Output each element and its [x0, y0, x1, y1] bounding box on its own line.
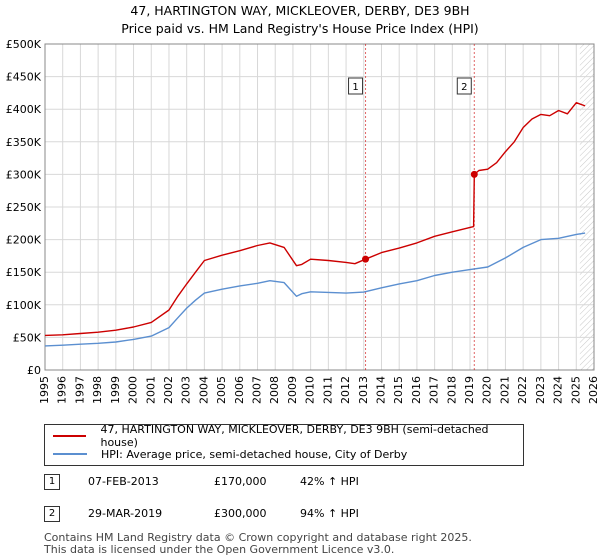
- chart-subtitle: Price paid vs. HM Land Registry's House …: [121, 21, 479, 36]
- sale-hpi-delta: 42% ↑ HPI: [300, 475, 359, 488]
- sale-date: 07-FEB-2013: [88, 475, 159, 488]
- x-tick-label: 2006: [233, 376, 246, 404]
- sale-price: £170,000: [214, 475, 267, 488]
- x-tick-label: 2016: [410, 376, 423, 404]
- legend-item-property: 47, HARTINGTON WAY, MICKLEOVER, DERBY, D…: [53, 423, 523, 449]
- sale-date: 29-MAR-2019: [88, 507, 163, 520]
- x-tick-label: 2013: [357, 376, 370, 404]
- y-tick-label: £400K: [6, 103, 42, 116]
- x-tick-label: 2021: [498, 376, 511, 404]
- x-tick-label: 2009: [286, 376, 299, 404]
- sale-point: [470, 170, 478, 178]
- y-tick-label: £100K: [6, 299, 42, 312]
- legend-item-hpi: HPI: Average price, semi-detached house,…: [53, 446, 407, 462]
- x-tick-label: 2023: [534, 376, 547, 404]
- x-tick-label: 2008: [268, 376, 281, 404]
- x-tick-label: 2004: [197, 376, 210, 404]
- x-tick-label: 2002: [162, 376, 175, 404]
- x-tick-label: 2025: [569, 376, 582, 404]
- sale-label: 2: [461, 82, 467, 93]
- x-tick-label: 1997: [73, 376, 86, 404]
- x-tick-label: 2001: [144, 376, 157, 404]
- footer-licence: This data is licensed under the Open Gov…: [44, 543, 395, 556]
- x-tick-label: 2022: [516, 376, 529, 404]
- legend-swatch-hpi: [53, 453, 87, 455]
- x-tick-label: 2020: [481, 376, 494, 404]
- chart-title: 47, HARTINGTON WAY, MICKLEOVER, DERBY, D…: [130, 3, 470, 18]
- sale-label: 1: [352, 82, 358, 93]
- x-tick-label: 2000: [127, 376, 140, 404]
- sale-price: £300,000: [214, 507, 267, 520]
- plot-border: [44, 43, 595, 371]
- legend: 47, HARTINGTON WAY, MICKLEOVER, DERBY, D…: [44, 423, 524, 466]
- y-tick-label: £200K: [6, 234, 42, 247]
- y-tick-label: £150K: [6, 266, 42, 279]
- x-tick-label: 2005: [215, 376, 228, 404]
- x-tick-label: 2017: [428, 376, 441, 404]
- y-tick-label: £0: [27, 364, 41, 377]
- x-tick-label: 2012: [339, 376, 352, 404]
- series-line-property: [44, 101, 586, 337]
- y-tick-label: £50K: [13, 331, 42, 344]
- x-tick-label: 2026: [587, 376, 600, 404]
- x-tick-label: 1999: [109, 376, 122, 404]
- x-tick-label: 2015: [392, 376, 405, 404]
- legend-swatch-property: [53, 435, 87, 437]
- x-tick-label: 2011: [321, 376, 334, 404]
- x-tick-label: 1998: [91, 376, 104, 404]
- sale-label-box: [348, 77, 364, 95]
- y-tick-label: £250K: [6, 201, 42, 214]
- price-chart: 1995 1996 1997 1998 1999 2000 2001 2002 2003 2004…: [6, 38, 600, 404]
- y-tick-label: £500K: [6, 38, 42, 51]
- x-tick-label: 2024: [552, 376, 565, 404]
- x-tick-label: 1995: [38, 376, 51, 404]
- y-tick-label: £300K: [6, 168, 42, 181]
- footer-copyright: Contains HM Land Registry data © Crown c…: [44, 531, 472, 544]
- x-tick-label: 1996: [56, 376, 69, 404]
- legend-label-property: 47, HARTINGTON WAY, MICKLEOVER, DERBY, D…: [100, 423, 489, 449]
- y-tick-label: £450K: [6, 71, 42, 84]
- legend-label-hpi: HPI: Average price, semi-detached house,…: [101, 447, 408, 461]
- sale-badge: 2: [44, 506, 60, 522]
- sale-label-box: [456, 77, 472, 95]
- series-line-hpi: [44, 232, 586, 347]
- x-tick-label: 2007: [251, 376, 264, 404]
- x-tick-label: 2003: [180, 376, 193, 404]
- sale-hpi-delta: 94% ↑ HPI: [300, 507, 359, 520]
- x-tick-label: 2010: [304, 376, 317, 404]
- x-tick-label: 2018: [445, 376, 458, 404]
- sale-badge: 1: [44, 474, 60, 490]
- x-tick-label: 2014: [374, 376, 387, 404]
- y-tick-label: £350K: [6, 136, 42, 149]
- x-tick-label: 2019: [463, 376, 476, 404]
- sale-point: [362, 255, 370, 263]
